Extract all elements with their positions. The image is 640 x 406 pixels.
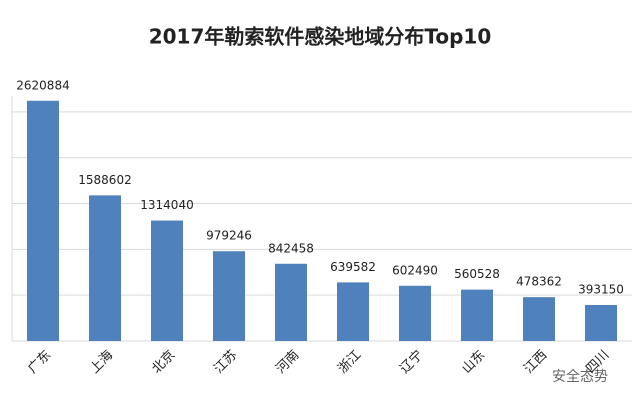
bar: [89, 195, 121, 341]
value-label: 979246: [206, 229, 252, 243]
value-label: 478362: [516, 275, 562, 289]
watermark: 安全态势: [552, 368, 608, 385]
x-tick-label: 江苏: [211, 347, 241, 377]
bar: [523, 297, 555, 341]
value-label: 1314040: [140, 198, 193, 212]
bar: [27, 100, 59, 342]
value-label: 560528: [454, 267, 500, 281]
bar: [275, 263, 307, 341]
x-tick-label: 上海: [87, 348, 116, 377]
bar: [585, 304, 617, 341]
value-label: 639582: [330, 260, 376, 274]
value-label: 393150: [578, 282, 624, 296]
value-label: 2620884: [16, 78, 69, 92]
bar: [399, 285, 431, 341]
x-tick-label: 河南: [273, 347, 303, 377]
x-tick-label: 浙江: [335, 348, 364, 377]
x-tick-label: 山东: [459, 348, 488, 377]
x-tick-label: 江西: [521, 348, 550, 377]
x-tick-label: 辽宁: [397, 347, 427, 377]
x-tick-label: 北京: [149, 348, 178, 377]
bar: [337, 282, 369, 341]
value-label: 602490: [392, 263, 438, 277]
value-label: 842458: [268, 241, 314, 255]
bar: [461, 289, 493, 341]
bar: [151, 220, 183, 341]
x-tick-label: 广东: [25, 348, 54, 377]
bar: [213, 251, 245, 341]
chart-title: 2017年勒索软件感染地域分布Top10: [149, 25, 492, 49]
value-label: 1588602: [78, 173, 131, 187]
